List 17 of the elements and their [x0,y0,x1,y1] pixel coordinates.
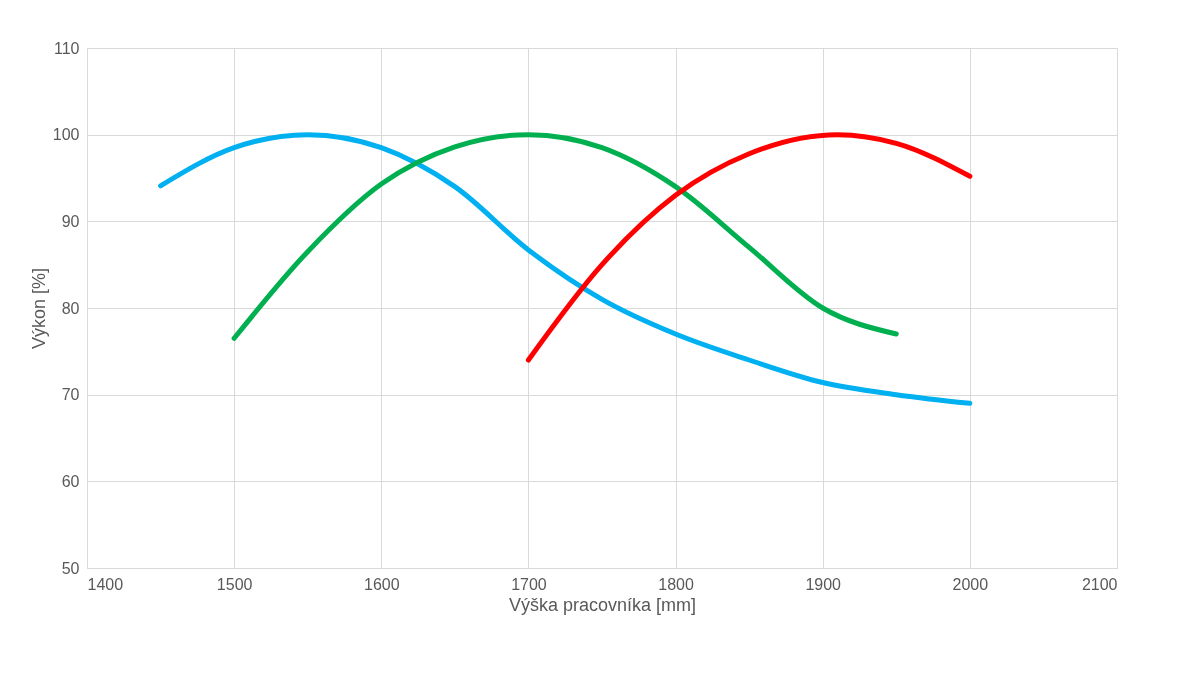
x-tick-label: 2100 [1081,575,1118,593]
y-tick-label: 80 [61,299,80,317]
y-tick-label: 50 [61,559,80,577]
y-axis-title: Výkon [%] [28,267,49,350]
x-axis-title: Výška pracovníka [mm] [508,594,697,615]
x-tick-label: 1800 [658,575,694,593]
x-tick-label: 1400 [87,575,124,593]
y-tick-label: 90 [61,212,80,230]
y-tick-label: 60 [61,472,80,490]
x-tick-label: 2000 [952,575,989,593]
x-tick-label: 1700 [511,575,547,593]
y-tick-label: 70 [61,386,80,404]
x-tick-label: 1600 [363,575,400,593]
x-tick-label: 1900 [805,575,842,593]
x-tick-label: 1500 [216,575,253,593]
y-tick-label: 110 [53,39,80,57]
y-tick-label: 100 [52,126,80,144]
